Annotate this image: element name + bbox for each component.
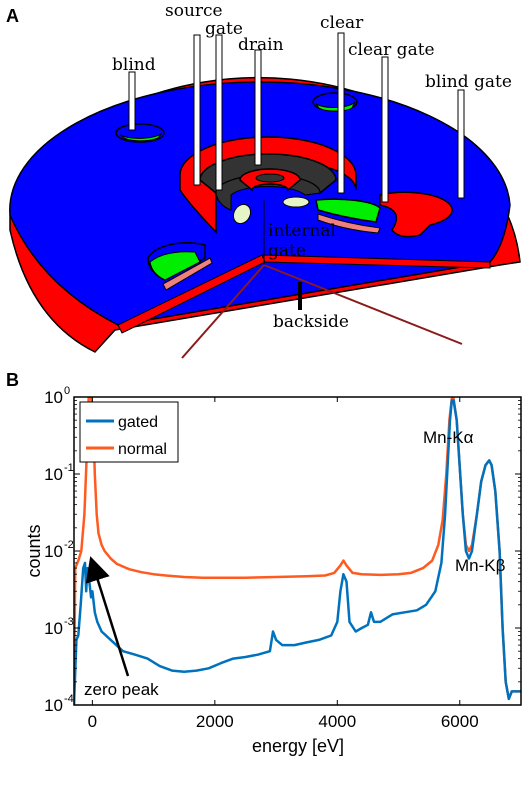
series-layer — [74, 397, 521, 705]
label-internal-gate: gate — [268, 241, 306, 261]
internal-gate-ellipse — [282, 196, 310, 208]
y-axis-label: counts — [24, 524, 44, 577]
y-tick-exponent: -3 — [64, 616, 74, 628]
y-tick-exponent: -2 — [64, 539, 74, 551]
zero-peak-arrow — [85, 556, 130, 677]
y-tick-label: 10 — [44, 542, 63, 561]
drain-hole — [255, 173, 285, 183]
backside-leader — [298, 282, 302, 310]
panel-a: A — [6, 1, 521, 359]
annotation-mn-ka: Mn-Kα — [423, 428, 474, 447]
x-tick-label: 4000 — [318, 712, 356, 731]
y-tick-label: 10 — [44, 696, 63, 715]
y-tick-label: 10 — [44, 619, 63, 638]
label-internal: internal — [268, 221, 336, 241]
legend: gated normal — [79, 401, 179, 463]
x-tick-label: 0 — [88, 712, 97, 731]
clear-gate-pink — [317, 213, 381, 234]
y-tick-exponent: -1 — [64, 462, 74, 474]
y-tick-exponent: -4 — [64, 693, 74, 705]
label-clear-gate: clear gate — [348, 40, 435, 60]
label-source: source — [165, 1, 223, 21]
label-clear: clear — [320, 13, 364, 33]
label-blind: blind — [112, 55, 156, 75]
annotation-mn-kb: Mn-Kβ — [455, 556, 506, 575]
label-blind-gate: blind gate — [425, 72, 512, 92]
series-line-gated — [74, 399, 521, 705]
x-axis-label: energy [eV] — [252, 736, 344, 756]
x-axis-ticks: 0 2000 4000 6000 — [88, 397, 479, 731]
annotation-zero-peak: zero peak — [84, 680, 159, 699]
blind-green-top-right — [315, 101, 356, 112]
panel-a-label: A — [6, 6, 19, 26]
blind-lower-left-green — [149, 251, 201, 281]
internal-gate-small — [232, 203, 252, 225]
x-tick-label: 6000 — [441, 712, 479, 731]
y-tick-exponent: 0 — [64, 385, 70, 397]
backside-edge-right — [263, 264, 463, 345]
label-backside: backside — [273, 312, 349, 332]
blind-green-top-left — [119, 132, 163, 142]
panel-b-label: B — [6, 370, 19, 390]
x-tick-label: 2000 — [196, 712, 234, 731]
blind-lower-left-pink — [162, 257, 213, 291]
legend-label-gated: gated — [118, 414, 158, 431]
backside-edge-left — [181, 264, 265, 359]
leader-lines — [128, 32, 465, 203]
legend-label-normal: normal — [118, 441, 167, 458]
clear-region — [315, 198, 381, 223]
legend-box — [79, 401, 179, 463]
label-gate: gate — [205, 19, 243, 39]
label-drain: drain — [238, 35, 284, 55]
clear-gate-ring — [379, 191, 453, 238]
y-tick-label: 10 — [44, 465, 63, 484]
y-tick-label: 10 — [44, 388, 63, 407]
